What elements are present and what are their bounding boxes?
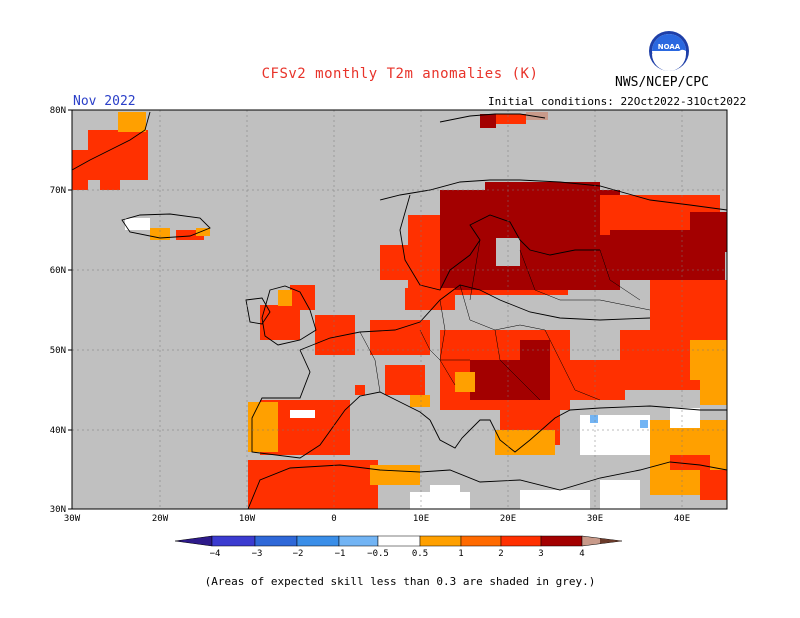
lat-label: 70N [50, 186, 66, 196]
colorbar-label: 0.5 [412, 549, 428, 559]
lat-axis: 80N 70N 60N 50N 40N 30N [50, 106, 72, 515]
lat-label: 80N [50, 106, 66, 116]
skill-footnote: (Areas of expected skill less than 0.3 a… [204, 575, 596, 588]
lon-label: 10W [239, 514, 256, 524]
lat-label: 30N [50, 505, 66, 515]
lat-label: 60N [50, 266, 66, 276]
lon-label: 20E [500, 514, 516, 524]
agency-label: NWS/NCEP/CPC [615, 75, 709, 90]
lon-label: 10E [413, 514, 429, 524]
map-title: CFSv2 monthly T2m anomalies (K) [261, 66, 539, 82]
lat-label: 40N [50, 426, 66, 436]
noaa-logo-icon: NOAA [649, 31, 689, 71]
colorbar-label: −0.5 [367, 549, 389, 559]
anomaly-cells [72, 112, 727, 509]
lon-axis: 30W 20W 10W 0 10E 20E 30E 40E [64, 514, 690, 524]
lon-label: 20W [152, 514, 169, 524]
logo-text: NOAA [658, 43, 681, 51]
forecast-month: Nov 2022 [73, 94, 136, 109]
colorbar: −4 −3 −2 −1 −0.5 0.5 1 2 3 4 [174, 535, 623, 559]
colorbar-label: −4 [210, 549, 221, 559]
graticule [72, 110, 727, 509]
lat-label: 50N [50, 346, 66, 356]
country-borders [359, 239, 651, 401]
initial-conditions: Initial conditions: 22Oct2022-31Oct2022 [488, 95, 747, 108]
colorbar-arrow-low [174, 535, 213, 547]
colorbar-label: 2 [498, 549, 503, 559]
map-frame [71, 109, 728, 510]
lon-label: 0 [331, 514, 336, 524]
lon-label: 30W [64, 514, 81, 524]
colorbar-label: −2 [293, 549, 304, 559]
colorbar-label: 4 [579, 549, 584, 559]
colorbar-label: −1 [335, 549, 346, 559]
colorbar-label: 3 [538, 549, 543, 559]
lon-label: 40E [674, 514, 690, 524]
lon-label: 30E [587, 514, 603, 524]
colorbar-label: −3 [252, 549, 263, 559]
colorbar-label: 1 [458, 549, 463, 559]
